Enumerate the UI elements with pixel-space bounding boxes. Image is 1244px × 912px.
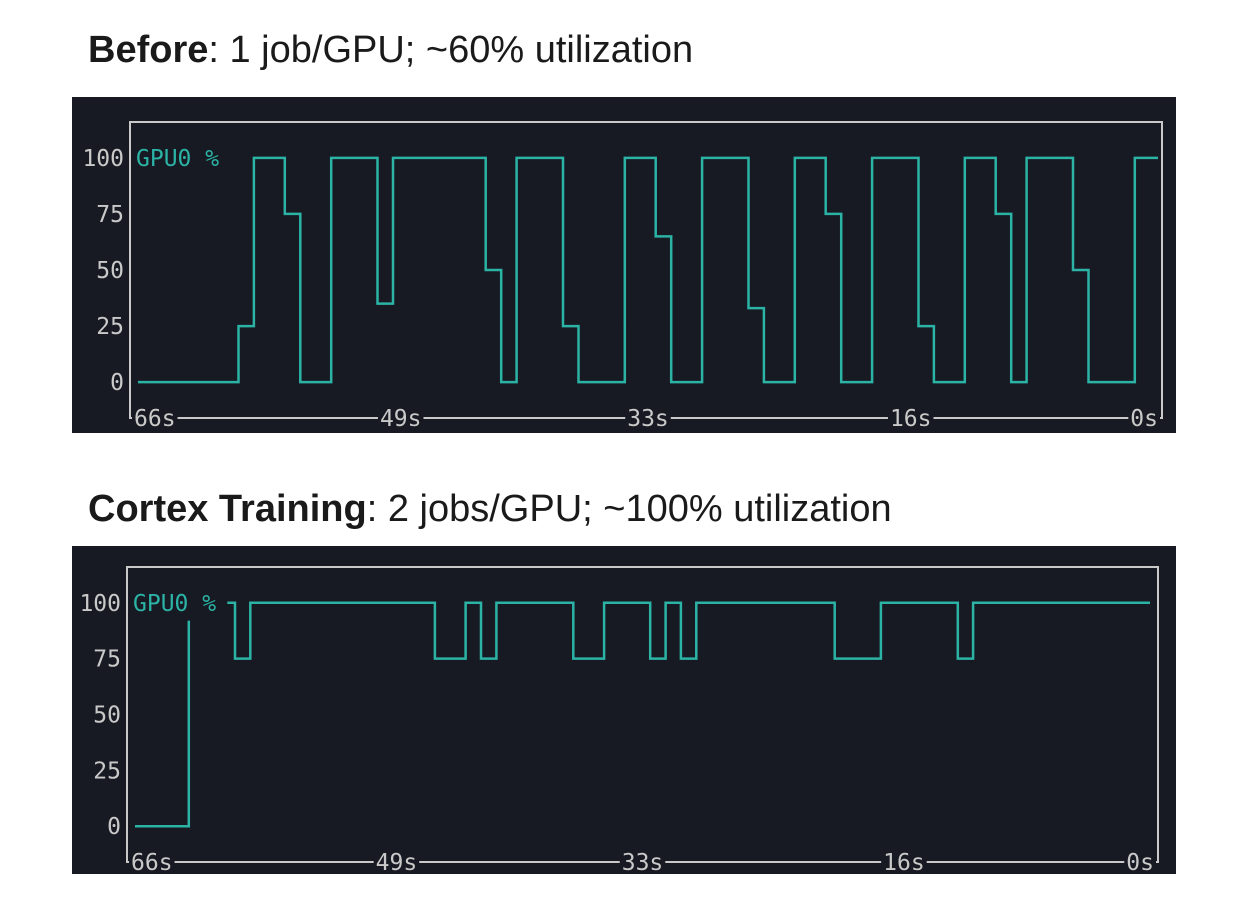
y-tick-label: 0 [110, 370, 124, 396]
title-bold: Before [88, 29, 208, 71]
title-rest: : 2 jobs/GPU; ~100% utilization [367, 488, 892, 530]
legend-label: GPU0 % [133, 591, 216, 617]
x-tick-label-bg [373, 859, 420, 865]
chart-title: Cortex Training: 2 jobs/GPU; ~100% utili… [88, 488, 892, 530]
y-tick-label: 50 [96, 258, 124, 284]
x-tick-label: 33s [622, 850, 664, 876]
x-tick-label-bg [1128, 415, 1160, 421]
x-tick-label: 0s [1126, 850, 1154, 876]
x-tick-label: 16s [890, 406, 932, 432]
x-tick-label: 66s [134, 406, 176, 432]
y-tick-label: 25 [96, 314, 124, 340]
x-tick-label: 66s [131, 850, 173, 876]
x-tick-label: 33s [627, 406, 669, 432]
y-tick-label: 75 [93, 647, 121, 673]
title-rest: : 1 job/GPU; ~60% utilization [208, 29, 693, 71]
data-line [138, 156, 1158, 384]
x-tick-label: 49s [380, 406, 422, 432]
y-tick-label: 25 [93, 758, 121, 784]
x-tick-label-bg [1124, 859, 1156, 865]
x-tick-label: 0s [1130, 406, 1158, 432]
x-tick-label-bg [377, 415, 424, 421]
x-tick-label-bg [625, 415, 671, 421]
legend-label: GPU0 % [136, 146, 219, 172]
x-tick-label-bg [619, 859, 666, 865]
x-tick-label-bg [887, 415, 934, 421]
x-tick-label-bg [132, 415, 178, 421]
x-tick-label: 16s [883, 850, 925, 876]
y-tick-label: 50 [93, 703, 121, 729]
x-tick-label-bg [129, 859, 175, 865]
data-line [227, 601, 1150, 660]
y-tick-label: 100 [79, 591, 121, 617]
chart-title: Before: 1 job/GPU; ~60% utilization [88, 29, 693, 71]
terminal-panel [72, 546, 1176, 874]
x-tick-label-bg [881, 859, 927, 865]
x-tick-label: 49s [376, 850, 418, 876]
y-tick-label: 100 [82, 146, 124, 172]
y-tick-label: 0 [107, 814, 121, 840]
y-tick-label: 75 [96, 202, 124, 228]
data-line [135, 620, 191, 828]
title-bold: Cortex Training [88, 488, 367, 530]
